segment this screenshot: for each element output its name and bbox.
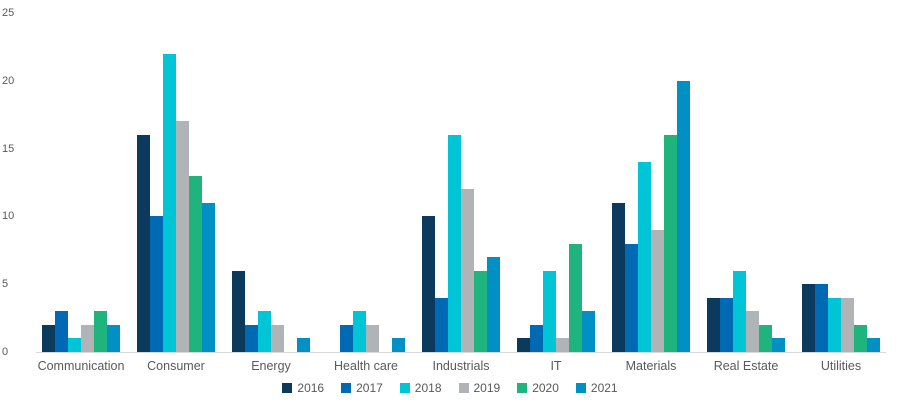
bar-2021 [392, 338, 405, 352]
bar-group [232, 13, 310, 352]
bar-2017 [340, 325, 353, 352]
x-axis-line [36, 352, 886, 353]
bar-2019 [271, 325, 284, 352]
legend-label: 2019 [473, 381, 501, 395]
bar-2021 [867, 338, 880, 352]
bar-2018 [163, 54, 176, 352]
legend-item: 2017 [341, 382, 383, 394]
legend-label: 2020 [532, 381, 559, 395]
bar-2019 [81, 325, 94, 352]
bar-2017 [435, 298, 448, 352]
x-axis-label: Health care [334, 359, 398, 373]
x-axis-label: Utilities [820, 359, 862, 373]
bar-2020 [189, 176, 202, 352]
bar-group [612, 13, 690, 352]
bar-2021 [487, 257, 500, 352]
y-axis-label: 25 [2, 7, 15, 19]
y-axis-label: 10 [2, 210, 15, 223]
bar-2020 [474, 271, 487, 352]
legend-label: 2021 [590, 381, 618, 395]
legend-swatch-icon [341, 383, 352, 393]
x-axis-label: Materials [625, 359, 677, 373]
legend-swatch-icon [282, 383, 293, 393]
bar-2017 [55, 311, 68, 352]
legend-item: 2021 [575, 381, 618, 395]
bar-2018 [353, 311, 366, 352]
legend-swatch-icon [517, 383, 528, 393]
bar-2018 [68, 338, 81, 352]
bar-2020 [664, 135, 677, 352]
bar-group [802, 13, 880, 352]
legend-swatch-icon [575, 383, 586, 393]
bar-group [327, 13, 405, 352]
bar-2016 [802, 284, 815, 352]
x-axis-label: Consumer [147, 359, 205, 373]
bar-group [422, 13, 500, 352]
bar-2018 [258, 311, 271, 352]
legend-swatch-icon [458, 383, 469, 393]
bar-2019 [556, 338, 569, 352]
bar-2021 [107, 325, 120, 352]
x-axis: Communication Consumer Energy Health care In… [0, 358, 900, 374]
bar-2017 [815, 284, 828, 352]
x-axis-label: Industrials [432, 359, 490, 373]
bar-2020 [569, 244, 582, 352]
x-axis-label: Real Estate [713, 359, 779, 373]
y-axis-label: 20 [2, 74, 15, 87]
bar-2018 [638, 162, 651, 352]
bar-2019 [841, 298, 854, 352]
bar-2019 [176, 121, 189, 352]
bar-2016 [517, 338, 530, 352]
x-axis-label: IT [550, 359, 562, 373]
bar-2021 [202, 203, 215, 352]
plot-area [42, 13, 880, 352]
bar-2017 [625, 244, 638, 352]
bar-2016 [42, 325, 55, 352]
legend-label: 2016 [297, 381, 325, 395]
bar-2016 [707, 298, 720, 352]
bar-2021 [772, 338, 785, 352]
legend-item: 2019 [458, 381, 501, 395]
legend-item: 2018 [399, 381, 442, 395]
bar-group [42, 13, 120, 352]
bar-2019 [461, 189, 474, 352]
bar-2018 [448, 135, 461, 352]
bar-group [707, 13, 785, 352]
bar-group [137, 13, 215, 352]
bar-2018 [543, 271, 556, 352]
bar-2017 [150, 216, 163, 352]
bar-group [517, 13, 595, 352]
bar-2016 [232, 271, 245, 352]
legend: 2016 2017 2018 2019 2020 2021 [0, 382, 900, 394]
bar-2020 [94, 311, 107, 352]
bar-2018 [828, 298, 841, 352]
bar-2017 [720, 298, 733, 352]
y-axis-label: 15 [2, 142, 15, 155]
bar-2020 [854, 325, 867, 352]
bar-2017 [530, 325, 543, 352]
y-axis-label: 5 [2, 278, 9, 291]
bar-2020 [759, 325, 772, 352]
legend-item: 2016 [282, 382, 324, 394]
x-axis-label: Communication [37, 359, 125, 373]
bar-2021 [582, 311, 595, 352]
bar-2016 [137, 135, 150, 352]
bar-2018 [733, 271, 746, 352]
legend-label: 2018 [414, 381, 442, 395]
bar-2021 [297, 338, 310, 352]
bar-2016 [612, 203, 625, 352]
bar-2017 [245, 325, 258, 352]
bar-2016 [422, 216, 435, 352]
bar-2021 [677, 81, 690, 352]
bar-2019 [651, 230, 664, 352]
bar-2019 [366, 325, 379, 352]
bar-2019 [746, 311, 759, 352]
x-axis-label: Energy [251, 359, 291, 373]
legend-item: 2020 [517, 382, 559, 394]
y-axis-label: 0 [2, 346, 9, 358]
legend-swatch-icon [399, 383, 410, 393]
legend-label: 2017 [356, 381, 383, 395]
